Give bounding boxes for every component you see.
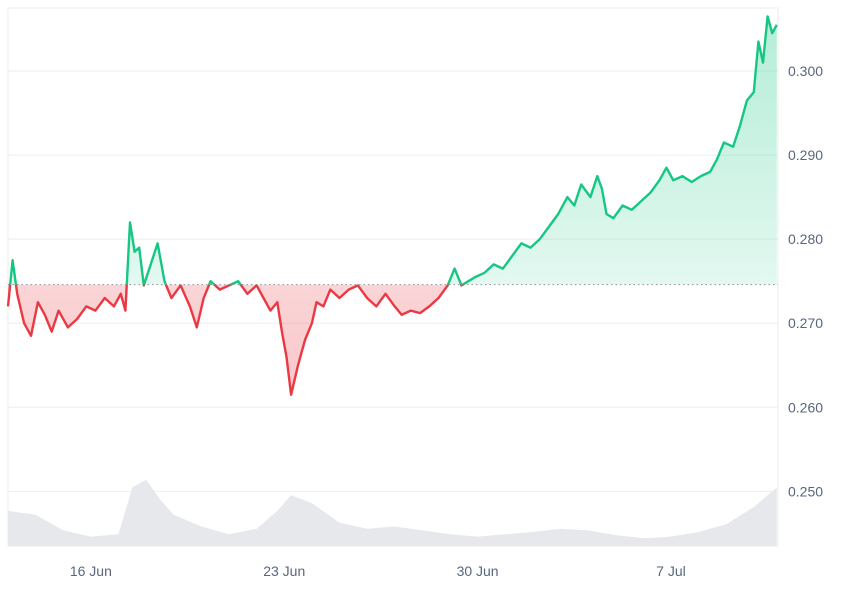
y-tick-label: 0.290: [788, 147, 823, 163]
volume-shape: [8, 479, 777, 546]
volume-area: [8, 479, 777, 546]
y-tick-label: 0.250: [788, 483, 823, 499]
price-line-up[interactable]: [8, 15, 778, 394]
x-tick-label: 23 Jun: [263, 563, 305, 579]
area-fills: [8, 16, 777, 395]
y-tick-label: 0.270: [788, 315, 823, 331]
y-axis: 0.250 0.260 0.270 0.280 0.290 0.300: [788, 63, 823, 499]
area-above-baseline: [10, 16, 777, 285]
price-line-down[interactable]: [6, 16, 777, 396]
y-tick-label: 0.300: [788, 63, 823, 79]
y-tick-label: 0.280: [788, 231, 823, 247]
x-tick-label: 30 Jun: [457, 563, 499, 579]
x-tick-label: 16 Jun: [70, 563, 112, 579]
x-tick-label: 7 Jul: [656, 563, 686, 579]
x-axis: 16 Jun 23 Jun 30 Jun 7 Jul: [70, 563, 686, 579]
y-tick-label: 0.260: [788, 399, 823, 415]
price-series[interactable]: [6, 15, 778, 396]
